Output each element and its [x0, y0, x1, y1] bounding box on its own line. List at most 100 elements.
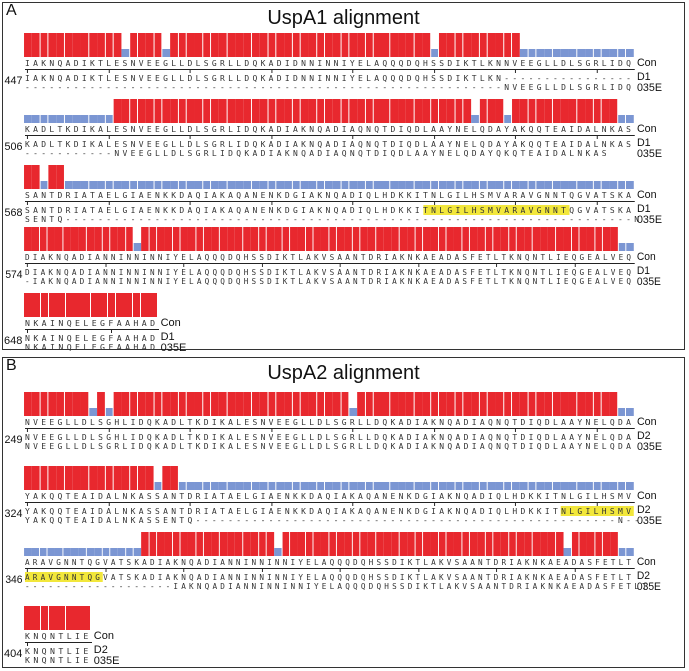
- ruler-tick: [270, 201, 272, 205]
- start-position: 574: [5, 269, 23, 281]
- conservation-bar: [129, 466, 138, 490]
- conservation-bar: [487, 392, 496, 416]
- conservation-bar: [64, 392, 73, 416]
- conservation-bar: [194, 392, 203, 416]
- conservation-bar: [593, 49, 601, 57]
- conservation-bar: [446, 99, 455, 123]
- conservation-bar: [65, 606, 74, 630]
- conservation-bar: [577, 482, 585, 490]
- conservation-bar: [202, 181, 211, 189]
- conservation-bar: [243, 532, 251, 556]
- conservation-bar: [352, 532, 360, 556]
- ruler-tick: [417, 568, 419, 572]
- conservation-bar: [86, 548, 94, 556]
- consensus-label: Con: [160, 317, 181, 329]
- start-position: 648: [4, 335, 23, 347]
- conservation-bar: [90, 293, 99, 317]
- ruler-tick: [26, 428, 28, 432]
- ruler-tick: [433, 135, 435, 139]
- conservation-bar: [227, 532, 235, 556]
- conservation-bar: [124, 293, 132, 317]
- conservation-bar: [64, 33, 73, 57]
- conservation-bar: [40, 293, 49, 317]
- conservation-bar: [493, 532, 501, 556]
- conservation-bar: [381, 99, 390, 123]
- conservation-bar: [422, 532, 431, 556]
- conservation-bar: [560, 482, 569, 490]
- conservation-bar: [406, 99, 414, 123]
- conservation-bar: [407, 227, 415, 251]
- conservation-bar: [399, 227, 407, 251]
- conservation-bar: [292, 392, 300, 416]
- conservation-bar: [365, 482, 374, 490]
- consensus-label: Con: [636, 57, 657, 69]
- ruler-tick: [417, 263, 419, 267]
- conservation-bar: [349, 482, 357, 490]
- conservation-bar: [568, 99, 577, 123]
- conservation-bar: [89, 33, 97, 57]
- conservation-bar: [625, 482, 634, 490]
- ruler-tick: [183, 263, 185, 267]
- conservation-bar: [297, 532, 306, 556]
- conservation-bar: [463, 99, 471, 123]
- conservation-bar: [528, 482, 536, 490]
- ruler-tick: [514, 428, 516, 432]
- conservation-bar: [601, 181, 610, 189]
- ruler-tick: [270, 69, 272, 73]
- conservation-bar: [528, 99, 536, 123]
- conservation-bar: [446, 33, 455, 57]
- conservation-bar: [308, 99, 317, 123]
- conservation-bar: [577, 49, 585, 57]
- conservation-bar: [74, 293, 82, 317]
- conservation-bar: [617, 115, 626, 123]
- conservation-bar: [170, 392, 178, 416]
- conservation-bar: [625, 408, 634, 416]
- conservation-bar: [227, 33, 235, 57]
- conservation-bar: [211, 532, 220, 556]
- strain-label: D1: [636, 71, 651, 83]
- conservation-bar: [398, 99, 406, 123]
- conservation-bar: [235, 33, 244, 57]
- conservation-bar: [544, 49, 553, 57]
- conservation-bar: [422, 227, 431, 251]
- conservation-bar: [227, 392, 235, 416]
- conservation-bar: [170, 466, 178, 490]
- conservation-bar: [188, 227, 196, 251]
- conservation-bar: [430, 392, 439, 416]
- conservation-bar: [357, 482, 366, 490]
- strain-035e-sequence: NKAINQELEGFAAHAD: [25, 342, 159, 352]
- conservation-bar: [495, 392, 504, 416]
- conservation-bar: [471, 33, 479, 57]
- ruler-tick: [352, 201, 354, 205]
- conservation-bar: [107, 293, 116, 317]
- conservation-bar: [80, 115, 89, 123]
- conservation-bar: [357, 392, 366, 416]
- ruler-tick: [105, 263, 107, 267]
- ruler-tick: [189, 502, 191, 506]
- conservation-bar: [121, 181, 130, 189]
- conservation-bar: [129, 99, 138, 123]
- conservation-bar: [341, 392, 349, 416]
- conservation-bar: [463, 392, 471, 416]
- conservation-bar: [202, 482, 211, 490]
- conservation-bar: [609, 49, 618, 57]
- conservation-bar: [316, 181, 325, 189]
- conservation-bar: [391, 227, 399, 251]
- strain-sequence: KADLTKDIKALESNVEEGLLDLSGRLIDQKADIAKNQADI…: [25, 139, 635, 149]
- conservation-bar: [300, 482, 309, 490]
- conservation-bar: [292, 99, 300, 123]
- conservation-bar: [552, 482, 561, 490]
- strain-035e-sequence: SENTQ-----------------------------------…: [25, 214, 643, 224]
- conservation-bar: [235, 99, 244, 123]
- conservation-bar: [55, 548, 63, 556]
- conservation-bar: [540, 227, 548, 251]
- conservation-bar: [548, 227, 556, 251]
- conservation-bar: [194, 33, 203, 57]
- conservation-bar: [63, 227, 71, 251]
- conservation-bar: [360, 227, 368, 251]
- conservation-bar: [336, 532, 345, 556]
- conservation-bar: [544, 482, 553, 490]
- conservation-bar: [365, 99, 374, 123]
- conservation-bar: [601, 99, 610, 123]
- ruler-line: [25, 329, 159, 330]
